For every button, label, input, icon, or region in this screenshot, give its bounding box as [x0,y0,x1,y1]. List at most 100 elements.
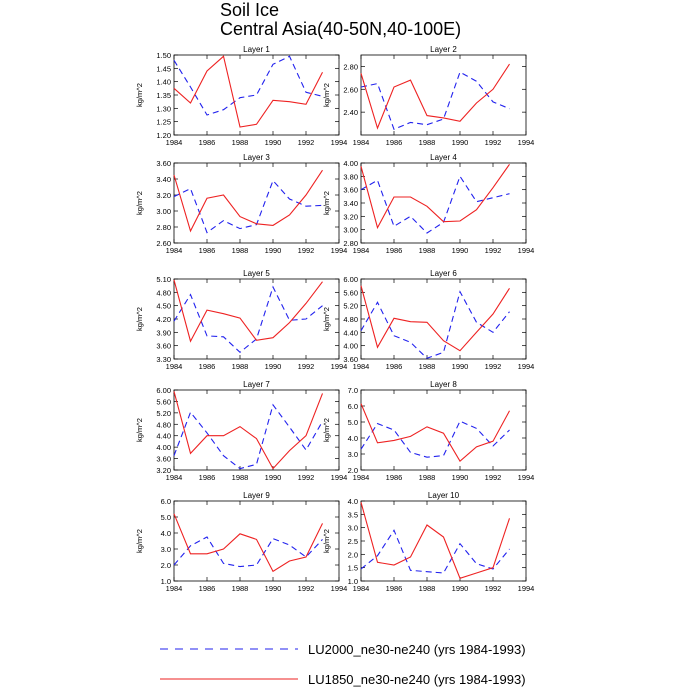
y-tick-label: 3.90 [156,328,171,337]
panel-title: Layer 9 [243,491,270,500]
y-tick-label: 4.40 [156,432,171,441]
y-tick-label: 4.80 [343,315,358,324]
y-tick-label: 3.20 [343,212,358,221]
y-tick-label: 3.60 [156,159,171,168]
y-tick-label: 1.20 [156,131,171,140]
y-tick-label: 1.0 [348,577,358,586]
y-tick-label: 6.0 [348,402,358,411]
y-tick-label: 4.80 [156,420,171,429]
x-tick-label: 1990 [452,584,469,593]
figure-title: Soil Ice [220,0,280,20]
series-line-lu1850 [360,285,510,352]
y-tick-label: 5.10 [156,275,171,284]
x-tick-label: 1988 [232,584,249,593]
y-tick-label: 3.80 [343,172,358,181]
y-tick-label: 1.30 [156,104,171,113]
y-tick-label: 5.0 [161,513,171,522]
x-tick-label: 1986 [199,138,216,147]
x-tick-label: 1986 [386,473,403,482]
y-tick-label: 3.5 [348,510,358,519]
y-tick-label: 3.00 [156,207,171,216]
y-tick-label: 2.60 [156,239,171,248]
x-tick-label: 1984 [353,138,370,147]
y-tick-label: 1.50 [156,51,171,60]
series-line-lu2000 [360,71,510,131]
panel-title: Layer 3 [243,153,270,162]
y-tick-label: 5.60 [156,397,171,406]
y-tick-label: 4.50 [156,302,171,311]
series-line-lu1850 [173,169,323,233]
x-tick-label: 1986 [386,584,403,593]
y-tick-label: 5.60 [343,288,358,297]
series-line-lu2000 [173,403,323,470]
x-tick-label: 1984 [166,362,183,371]
y-tick-label: 5.20 [343,302,358,311]
x-tick-label: 1994 [518,473,535,482]
x-tick-label: 1992 [298,473,315,482]
x-tick-label: 1992 [298,246,315,255]
x-tick-label: 1988 [419,246,436,255]
series-line-lu1850 [360,63,510,130]
plot-frame [173,54,340,136]
series-line-lu1850 [360,403,510,463]
y-tick-label: 2.0 [161,561,171,570]
y-tick-label: 3.20 [156,466,171,475]
panel-title: Layer 4 [430,153,457,162]
plot-frame [360,54,527,136]
x-tick-label: 1992 [298,362,315,371]
x-tick-label: 1984 [166,246,183,255]
x-tick-label: 1994 [518,246,535,255]
y-tick-label: 2.60 [343,85,358,94]
x-tick-label: 1990 [452,473,469,482]
x-tick-label: 1992 [298,138,315,147]
y-tick-label: 4.0 [161,529,171,538]
y-tick-label: 2.40 [343,108,358,117]
y-axis-label: kg/m^2 [135,191,144,215]
y-axis-label: kg/m^2 [135,83,144,107]
x-tick-label: 1988 [232,246,249,255]
series-line-lu1850 [360,502,511,579]
y-tick-label: 3.60 [343,186,358,195]
series-line-lu2000 [173,285,323,354]
x-tick-label: 1992 [485,473,502,482]
x-tick-label: 1986 [199,362,216,371]
y-tick-label: 3.60 [343,355,358,364]
y-tick-label: 1.35 [156,91,171,100]
x-tick-label: 1988 [419,362,436,371]
plot-frame [173,162,340,244]
y-tick-label: 4.80 [156,288,171,297]
y-tick-label: 2.0 [348,550,358,559]
x-tick-label: 1994 [331,138,348,147]
x-tick-label: 1990 [265,584,282,593]
x-tick-label: 1984 [353,584,370,593]
x-tick-label: 1988 [419,138,436,147]
series-line-lu1850 [173,391,324,470]
series-line-lu2000 [173,536,323,568]
x-tick-label: 1984 [166,138,183,147]
x-tick-label: 1990 [265,473,282,482]
y-tick-label: 1.40 [156,78,171,87]
x-tick-label: 1988 [232,473,249,482]
series-line-lu2000 [173,179,323,234]
y-tick-label: 1.25 [156,118,171,127]
y-tick-label: 3.0 [348,524,358,533]
x-tick-label: 1984 [353,362,370,371]
plot-frame [173,278,340,360]
x-tick-label: 1988 [232,362,249,371]
x-tick-label: 1992 [485,584,502,593]
x-tick-label: 1994 [331,246,348,255]
y-tick-label: 3.0 [348,450,358,459]
y-tick-label: 6.00 [156,386,171,395]
series-line-lu1850 [360,163,510,230]
y-tick-label: 6.00 [343,275,358,284]
y-tick-label: 4.00 [343,159,358,168]
y-axis-label: kg/m^2 [322,529,331,553]
y-tick-label: 3.60 [156,455,171,464]
y-tick-label: 5.20 [156,409,171,418]
y-axis-label: kg/m^2 [322,307,331,331]
y-tick-label: 2.80 [343,239,358,248]
y-tick-label: 3.40 [156,175,171,184]
x-tick-label: 1990 [452,138,469,147]
y-axis-label: kg/m^2 [322,191,331,215]
